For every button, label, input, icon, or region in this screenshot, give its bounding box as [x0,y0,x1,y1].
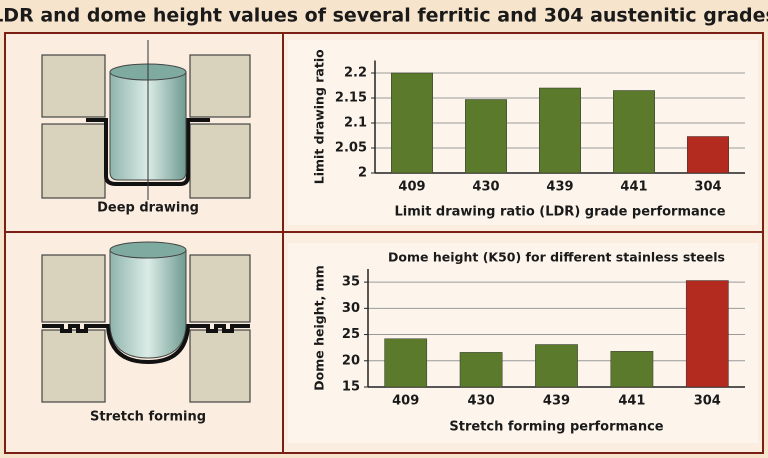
deep-drawing-diagram: Deep drawing [41,40,251,216]
x-tick-label: 439 [546,180,573,195]
x-tick-label: 430 [468,394,495,409]
x-tick-label: 304 [694,394,721,409]
chart-background [288,40,758,225]
y-axis-label: Dome height, mm [312,265,327,390]
x-tick-label: 430 [472,180,499,195]
x-axis-label: Limit drawing ratio (LDR) grade performa… [394,205,725,220]
bar [465,99,507,174]
y-tick-label: 20 [342,353,360,368]
stretch-forming-diagram: Stretch forming [41,241,251,425]
x-tick-label: 439 [543,394,570,409]
bar [391,72,433,174]
diagram-caption: Deep drawing [97,201,199,216]
bar [384,338,428,388]
x-tick-label: 441 [618,394,645,409]
x-tick-label: 409 [392,394,419,409]
x-tick-label: 441 [620,180,647,195]
bar [610,351,654,388]
y-tick-label: 15 [342,380,360,395]
y-axis-label: Limit drawing ratio [312,49,327,184]
bar [539,87,581,174]
bar [535,344,578,388]
y-tick-label: 2.2 [344,66,367,81]
y-tick-label: 25 [342,327,360,342]
diagram-caption: Stretch forming [90,410,206,425]
x-tick-label: 409 [398,180,425,195]
y-tick-label: 2.05 [335,141,367,156]
bar [459,352,503,388]
x-tick-label: 304 [694,180,721,195]
y-tick-label: 2.1 [344,116,367,131]
bar [687,136,729,174]
y-tick-label: 35 [342,275,360,290]
y-tick-label: 30 [342,301,360,316]
bar [613,90,655,174]
chart-title: Dome height (K50) for different stainles… [388,250,725,265]
y-tick-label: 2.15 [335,91,367,106]
x-axis-label: Stretch forming performance [449,420,663,435]
bar [685,280,729,388]
page-title: LDR and dome height values of several fe… [0,5,768,27]
y-tick-label: 2 [358,166,367,181]
chart-background [288,243,758,443]
